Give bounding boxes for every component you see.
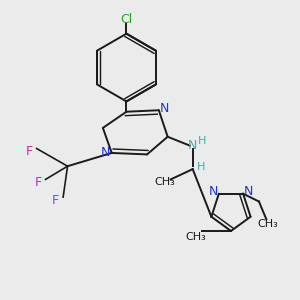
Text: CH₃: CH₃ (185, 232, 206, 242)
Text: N: N (159, 102, 169, 115)
Text: F: F (26, 145, 33, 158)
Text: Cl: Cl (120, 13, 133, 26)
Text: F: F (52, 194, 59, 207)
Text: N: N (100, 146, 110, 159)
Text: N: N (244, 185, 253, 198)
Text: CH₃: CH₃ (154, 177, 175, 188)
Text: H: H (197, 162, 206, 172)
Text: CH₃: CH₃ (257, 220, 278, 230)
Text: N: N (188, 139, 197, 152)
Text: H: H (198, 136, 206, 146)
Text: F: F (34, 176, 42, 189)
Text: N: N (209, 185, 218, 198)
